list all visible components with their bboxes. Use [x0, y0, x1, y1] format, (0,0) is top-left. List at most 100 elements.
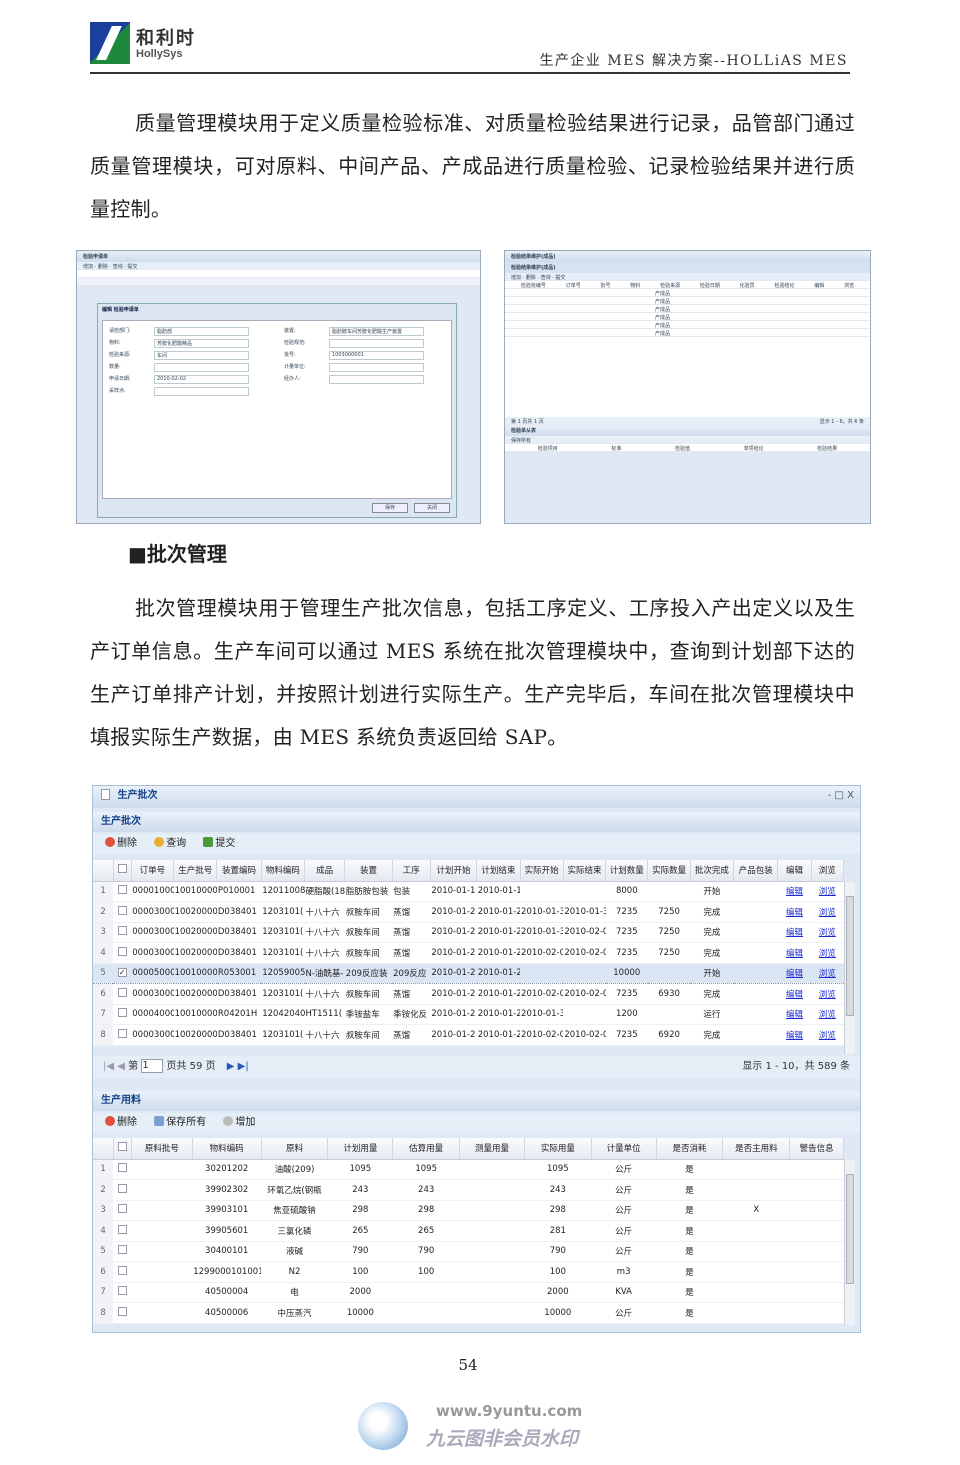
row-checkbox[interactable]: ✓ — [117, 968, 127, 978]
cell[interactable] — [722, 1282, 790, 1303]
cell[interactable]: 是 — [656, 1200, 723, 1221]
query-button[interactable]: 查询 — [540, 275, 551, 281]
table-row[interactable]: 8 00003000(10020000(D0384011203101(十八十六叔胺… — [93, 1024, 844, 1046]
cell[interactable]: 10000 — [524, 1302, 592, 1324]
column-header[interactable]: 是否消耗 — [656, 1138, 724, 1160]
cell[interactable] — [722, 1159, 790, 1180]
edit-link[interactable]: 编辑 — [777, 901, 812, 923]
row-checkbox[interactable] — [117, 1028, 127, 1038]
cell[interactable]: 298 — [524, 1200, 592, 1221]
cell[interactable]: 是 — [656, 1282, 723, 1303]
cell[interactable]: 30201202 — [192, 1159, 262, 1180]
field-input[interactable]: 芳胺化肥酸精品 — [154, 339, 249, 348]
cell[interactable]: 100 — [524, 1261, 592, 1283]
cell[interactable]: 40500004 — [192, 1282, 262, 1303]
cell[interactable] — [131, 1220, 193, 1242]
column-header[interactable]: 计划结束 — [476, 860, 521, 882]
cell[interactable]: 公斤 — [591, 1302, 657, 1324]
row-checkbox[interactable] — [117, 1183, 127, 1193]
table-row[interactable]: 3 39903101 焦亚硫酸钠 298 298 298 公斤是 X — [93, 1200, 844, 1221]
column-header[interactable]: 原料批号 — [131, 1138, 193, 1160]
cell[interactable] — [131, 1302, 193, 1324]
cell[interactable] — [722, 1261, 790, 1283]
cell[interactable] — [459, 1282, 525, 1303]
column-header[interactable]: 浏览 — [811, 860, 845, 882]
field-input[interactable] — [154, 387, 249, 396]
cell[interactable]: 三氯化磷 — [261, 1220, 328, 1242]
cell[interactable] — [789, 1179, 844, 1201]
row-checkbox[interactable] — [117, 1306, 127, 1316]
column-header[interactable]: 计划开始 — [430, 860, 478, 882]
cell[interactable] — [459, 1179, 525, 1201]
edit-link[interactable]: 编辑 — [777, 942, 812, 964]
column-header[interactable]: 实际数量 — [647, 860, 691, 882]
field-input[interactable] — [154, 363, 249, 372]
table-row[interactable]: 8 40500006 中压蒸汽 10000 10000 公斤是 — [93, 1302, 844, 1324]
cell[interactable]: 100 — [327, 1261, 393, 1283]
edit-link[interactable]: 编辑 — [777, 1024, 812, 1046]
cell[interactable]: m3 — [591, 1261, 657, 1283]
cell[interactable]: 焦亚硫酸钠 — [261, 1200, 328, 1221]
row-checkbox-cell[interactable] — [113, 1261, 132, 1283]
row-checkbox[interactable] — [117, 926, 127, 936]
field-input[interactable] — [329, 363, 424, 372]
table-row[interactable]: 6 00003000(10020000(D0384011203101(十八十六叔胺… — [93, 983, 844, 1005]
save-button[interactable]: 保存 — [372, 503, 408, 513]
column-header[interactable]: 是否主用料 — [722, 1138, 791, 1160]
cell[interactable] — [459, 1241, 525, 1262]
view-link[interactable]: 浏览 — [811, 881, 844, 902]
cell[interactable]: 液碱 — [261, 1241, 328, 1262]
cell[interactable]: 790 — [524, 1241, 592, 1262]
cell[interactable] — [459, 1302, 525, 1324]
view-link[interactable]: 浏览 — [811, 922, 844, 943]
grid-row[interactable]: 产成品 — [505, 305, 870, 313]
field-input[interactable]: 脂肪部 — [154, 327, 249, 336]
table-row[interactable]: 4 00003000(10020000(D0384011203101(十八十六叔胺… — [93, 942, 844, 964]
cell[interactable]: 265 — [327, 1220, 393, 1242]
select-all-checkbox[interactable] — [117, 864, 127, 874]
pager-page[interactable]: 第 1 页共 1 页 — [511, 419, 544, 425]
cell[interactable]: 298 — [327, 1200, 393, 1221]
cell[interactable]: 是 — [656, 1159, 723, 1180]
view-link[interactable]: 浏览 — [811, 1024, 844, 1046]
cell[interactable] — [722, 1241, 790, 1262]
field-input[interactable]: 2010-02-02 — [154, 375, 249, 384]
cell[interactable] — [722, 1220, 790, 1242]
field-input[interactable] — [329, 375, 424, 384]
table-row[interactable]: 4 39905601 三氯化磷 265 265 281 公斤是 — [93, 1220, 844, 1242]
select-all-checkbox[interactable] — [117, 1142, 127, 1152]
table-row[interactable]: 3 00003000(10020000(D0384011203101(十八十六叔胺… — [93, 922, 844, 943]
cell[interactable]: 40500006 — [192, 1302, 262, 1324]
row-checkbox-cell[interactable] — [113, 983, 132, 1005]
cell[interactable]: 10000 — [327, 1302, 393, 1324]
cell[interactable]: 是 — [656, 1302, 723, 1324]
row-checkbox[interactable] — [117, 1204, 127, 1214]
cell[interactable]: 1299000101001 — [192, 1261, 262, 1283]
row-checkbox-cell[interactable] — [113, 881, 132, 902]
grid-row[interactable]: 产成品 — [505, 321, 870, 329]
cell[interactable]: 是 — [656, 1261, 723, 1283]
row-checkbox[interactable] — [117, 905, 127, 915]
row-checkbox[interactable] — [117, 987, 127, 997]
cell[interactable]: 30400101 — [192, 1241, 262, 1262]
cell[interactable]: 是 — [656, 1179, 723, 1201]
save-all-button[interactable]: 保存所有 — [154, 1116, 206, 1128]
cell[interactable]: 1095 — [392, 1159, 460, 1180]
cell[interactable] — [789, 1282, 844, 1303]
column-header[interactable]: 原料 — [261, 1138, 329, 1160]
cell[interactable]: 281 — [524, 1220, 592, 1242]
row-checkbox[interactable] — [117, 1163, 127, 1173]
column-header[interactable]: 物料编码 — [261, 860, 306, 882]
column-header[interactable]: 批次完成 — [690, 860, 735, 882]
cell[interactable] — [459, 1261, 525, 1283]
column-header[interactable]: 实际开始 — [520, 860, 564, 882]
view-link[interactable]: 浏览 — [811, 983, 844, 1005]
column-header[interactable]: 产品包装 — [733, 860, 779, 882]
row-checkbox-cell[interactable]: ✓ — [113, 962, 132, 984]
row-checkbox-cell[interactable] — [113, 1241, 132, 1262]
cell[interactable]: 2000 — [327, 1282, 393, 1303]
cell[interactable]: 公斤 — [591, 1241, 657, 1262]
column-header[interactable]: 成品 — [304, 860, 346, 882]
view-link[interactable]: 浏览 — [811, 942, 844, 964]
table-row[interactable]: 1 30201202 油酸(209) 1095 1095 1095 公斤是 — [93, 1159, 844, 1180]
